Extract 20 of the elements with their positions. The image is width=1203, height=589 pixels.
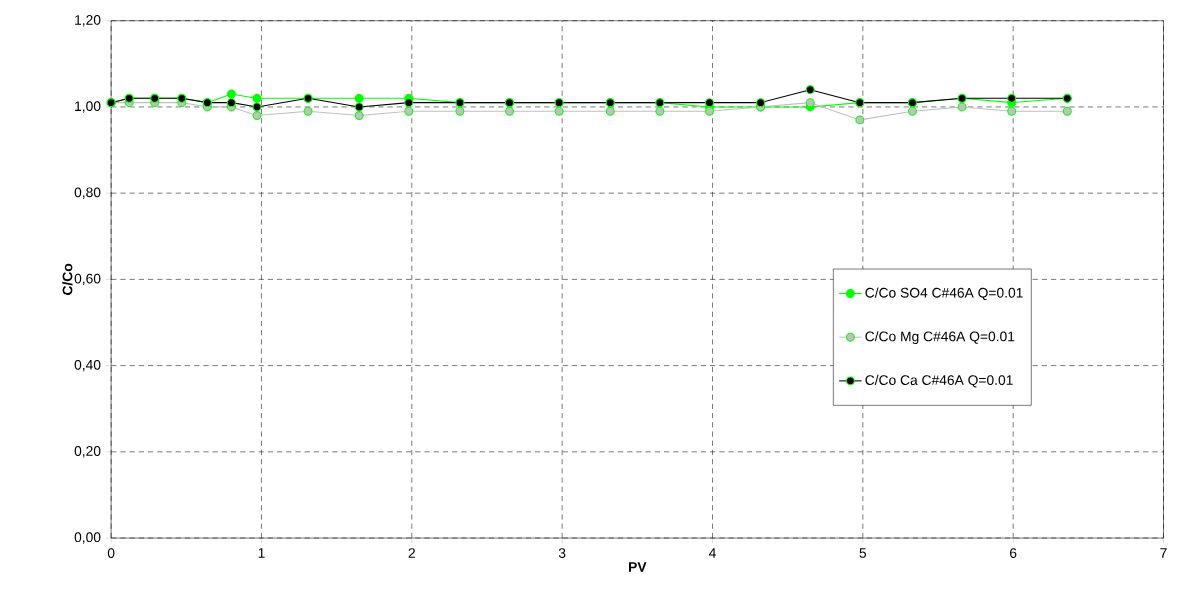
y-tick-label: 1,20 [75,14,101,27]
x-tick-label: 7 [1160,548,1167,558]
x-tick-label: 0 [107,548,115,558]
x-tick-label: 6 [1010,548,1017,558]
y-tick-label: 0,60 [74,273,101,285]
legend-label: C/Co SO4 C#46A Q=0.01 [865,287,1023,300]
x-tick-label: 3 [558,548,566,558]
x-axis-title: PV [629,562,647,572]
legend-label: C/Co Mg C#46A Q=0.01 [865,330,1015,344]
y-tick-label: 0,20 [74,445,101,458]
y-axis-title: C/Co [62,263,73,295]
legend-label: C/Co Ca C#46A Q=0.01 [865,374,1013,388]
x-tick-label: 5 [859,548,867,558]
y-tick-label: 0,40 [74,359,101,372]
y-tick-label: 0,00 [74,532,101,544]
x-tick-label: 2 [408,548,415,558]
x-tick-label: 1 [258,548,265,558]
y-tick-label: 0,80 [74,187,101,199]
x-tick-label: 4 [708,548,716,558]
y-tick-label: 1,00 [75,101,101,113]
